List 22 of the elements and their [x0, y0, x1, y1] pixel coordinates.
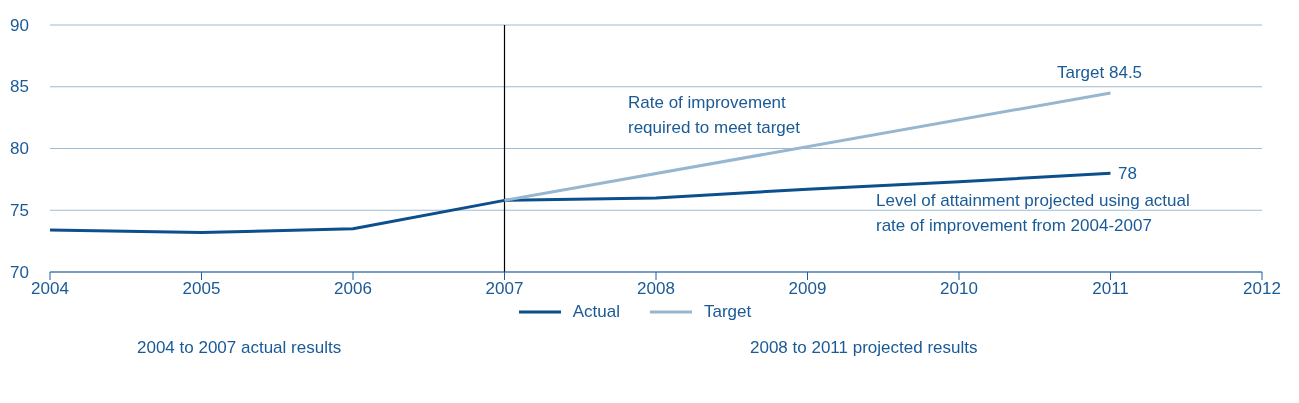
x-tick-label: 2007: [485, 279, 524, 299]
y-tick-label: 80: [10, 139, 29, 158]
x-tick-label: 2006: [334, 279, 372, 299]
x-tick-label: 2012: [1243, 279, 1281, 299]
x-tick-label: 2011: [1092, 279, 1129, 299]
annotation: Level of attainment projected using actual rate of improvement from 2004-2007: [876, 190, 1190, 237]
x-tick-label: 2008: [637, 279, 675, 299]
y-tick-label: 90: [10, 15, 29, 35]
x-tick-label: 2004: [31, 279, 69, 299]
y-tick-label: 85: [10, 77, 29, 97]
x-tick-label: 2010: [940, 279, 978, 299]
y-tick-label: 70: [10, 262, 29, 282]
text: 2004 to 2007 actual results: [137, 337, 342, 359]
x-tick-label: 2005: [182, 279, 221, 299]
y-tick-label: 75: [10, 200, 29, 220]
annotation: Target 84.5: [1057, 62, 1143, 84]
text: 2008 to 2011 projected results: [750, 337, 978, 359]
legend-label: Target: [703, 302, 752, 322]
x-tick-label: 2009: [788, 279, 827, 299]
annotation: Rate of improvement required to meet target: [628, 92, 800, 139]
legend-label: Actual: [571, 302, 620, 322]
annotation: 78: [1118, 163, 1137, 185]
